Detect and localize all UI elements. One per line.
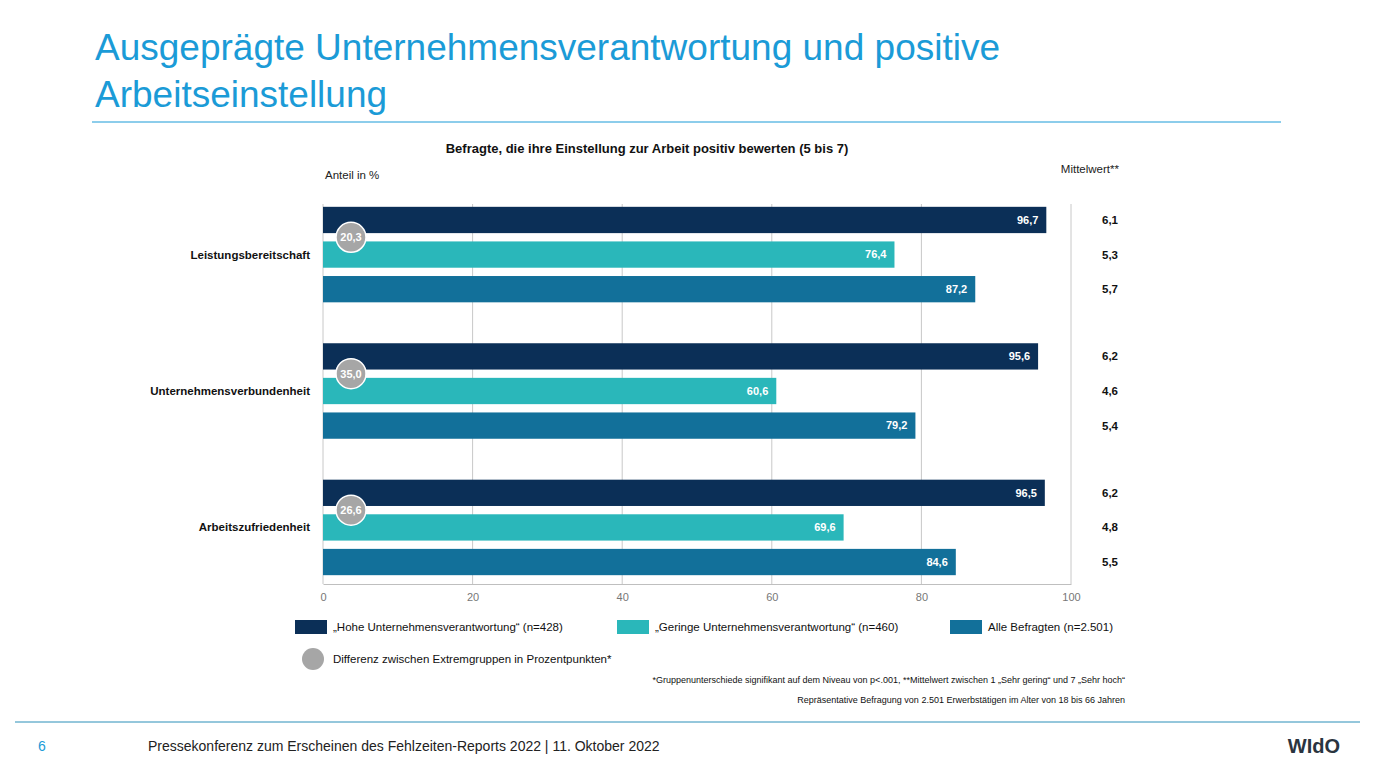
- legend-swatch: [617, 620, 649, 634]
- bar: [323, 514, 844, 540]
- bar: [323, 276, 975, 302]
- category-label: Leistungsbereitschaft: [191, 249, 311, 261]
- mean-label: 6,1: [1102, 214, 1119, 226]
- tick-label: 100: [1062, 591, 1080, 603]
- category-label: Arbeitszufriedenheit: [199, 521, 310, 533]
- legend: „Hohe Unternehmensverantwortung“ (n=428)…: [295, 620, 1113, 670]
- chart-title: Befragte, die ihre Einstellung zur Arbei…: [446, 141, 849, 156]
- difference-label: 20,3: [340, 231, 361, 243]
- mean-header: Mittelwert**: [1061, 163, 1120, 175]
- grid-line: [1071, 204, 1072, 584]
- labels: Leistungsbereitschaft 96,7 6,1 76,4 5,3 87,2 5…: [150, 214, 1118, 568]
- footnote: *Gruppenunterschiede signifikant auf dem…: [652, 675, 1125, 685]
- difference-label: 26,6: [340, 504, 361, 516]
- mean-label: 5,3: [1102, 249, 1118, 261]
- tick: 80: [916, 584, 928, 603]
- tick-label: 40: [617, 591, 629, 603]
- legend-label: Differenz zwischen Extremgruppen in Proz…: [333, 653, 612, 665]
- bar: [323, 378, 776, 404]
- logo: WIdO: [1288, 735, 1340, 757]
- axis-title: Anteil in %: [325, 169, 379, 181]
- mean-label: 5,5: [1102, 556, 1119, 568]
- legend-label: „Hohe Unternehmensverantwortung“ (n=428): [333, 621, 563, 633]
- data-label: 60,6: [747, 385, 768, 397]
- bar: [323, 412, 915, 438]
- bar: [323, 480, 1045, 506]
- category-label: Unternehmensverbundenheit: [150, 385, 310, 397]
- axis-line: [324, 584, 1072, 585]
- mean-label: 5,4: [1102, 420, 1119, 432]
- difference-marker: [336, 359, 366, 389]
- legend-swatch: [295, 620, 327, 634]
- slide-title: Ausgeprägte Unternehmensverantwortung un…: [95, 27, 1000, 68]
- data-label: 79,2: [886, 419, 907, 431]
- data-label: 76,4: [865, 248, 887, 260]
- tick-label: 80: [916, 591, 928, 603]
- tick-label: 0: [320, 591, 326, 603]
- tick: 100: [1062, 584, 1080, 603]
- data-label: 95,6: [1009, 350, 1030, 362]
- title-rule: [92, 122, 1281, 123]
- footer-text: Pressekonferenz zum Erscheinen des Fehlz…: [148, 738, 660, 754]
- mean-label: 6,2: [1102, 487, 1118, 499]
- footnote: Repräsentative Befragung von 2.501 Erwer…: [797, 695, 1125, 705]
- bar: [323, 241, 894, 267]
- data-label: 69,6: [814, 521, 835, 533]
- data-label: 96,5: [1015, 487, 1036, 499]
- data-label: 87,2: [946, 283, 967, 295]
- legend-label: „Geringe Unternehmensverantwortung“ (n=4…: [655, 621, 898, 633]
- slide-title: Arbeitseinstellung: [95, 74, 387, 115]
- mean-label: 5,7: [1102, 283, 1118, 295]
- mean-label: 4,6: [1102, 385, 1118, 397]
- legend-label: Alle Befragten (n=2.501): [988, 621, 1113, 633]
- tick-label: 20: [467, 591, 479, 603]
- slide: Ausgeprägte Unternehmensverantwortung un…: [0, 0, 1375, 773]
- bar: [323, 207, 1046, 233]
- page-number: 6: [38, 738, 46, 754]
- tick: 20: [467, 584, 479, 603]
- legend-swatch: [302, 648, 324, 670]
- legend-swatch: [950, 620, 982, 634]
- difference-marker: [336, 222, 366, 252]
- data-label: 84,6: [926, 556, 947, 568]
- difference-marker: [336, 495, 366, 525]
- bar: [323, 343, 1038, 369]
- tick-label: 60: [766, 591, 778, 603]
- grid: [323, 204, 1071, 584]
- grid-line: [921, 204, 922, 584]
- mean-label: 4,8: [1102, 521, 1119, 533]
- bar: [323, 549, 956, 575]
- bars: [323, 207, 1046, 575]
- tick: 60: [766, 584, 778, 603]
- x-axis: 0 20 40 60 80 100: [320, 584, 1080, 603]
- footer-rule: [15, 722, 1360, 723]
- mean-label: 6,2: [1102, 350, 1118, 362]
- difference-label: 35,0: [340, 368, 361, 380]
- data-label: 96,7: [1017, 214, 1038, 226]
- tick: 0: [320, 584, 326, 603]
- tick: 40: [617, 584, 629, 603]
